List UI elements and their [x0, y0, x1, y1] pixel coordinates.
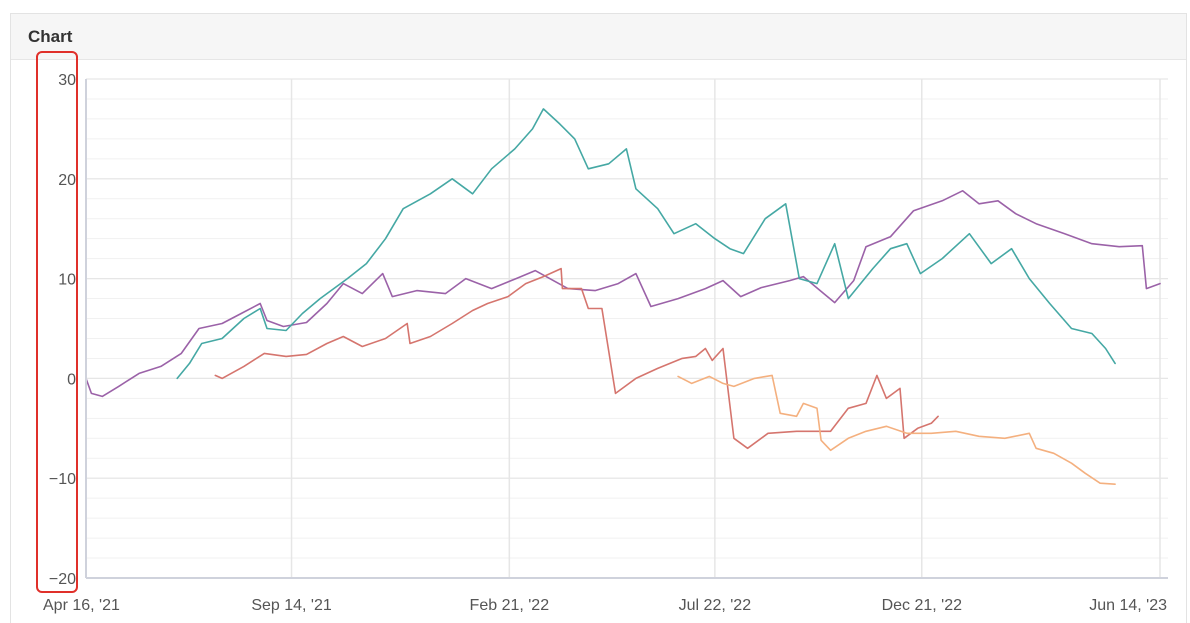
- y-tick-label: −20: [49, 571, 76, 588]
- y-tick-label: 30: [58, 72, 76, 89]
- x-tick-label: Jul 22, '22: [679, 597, 752, 614]
- y-axis-highlight-box: [36, 51, 78, 593]
- series-line-1: [85, 190, 1161, 398]
- panel-title: Chart: [28, 26, 73, 46]
- series-line-4: [677, 374, 1116, 485]
- x-tick-label: Feb 21, '22: [470, 597, 550, 614]
- chart-panel: Chart: [10, 13, 1187, 623]
- x-tick-label: Jun 14, '23: [1089, 597, 1167, 614]
- y-tick-label: 0: [67, 371, 76, 388]
- y-tick-label: 10: [58, 272, 76, 289]
- x-tick-label: Apr 16, '21: [43, 597, 120, 614]
- series-line-2: [176, 108, 1116, 380]
- x-tick-label: Dec 21, '22: [882, 597, 963, 614]
- series-line-3: [214, 267, 939, 450]
- y-tick-label: 20: [58, 172, 76, 189]
- y-tick-label: −10: [49, 471, 76, 488]
- panel-header: Chart: [11, 14, 1186, 60]
- x-tick-label: Sep 14, '21: [251, 597, 332, 614]
